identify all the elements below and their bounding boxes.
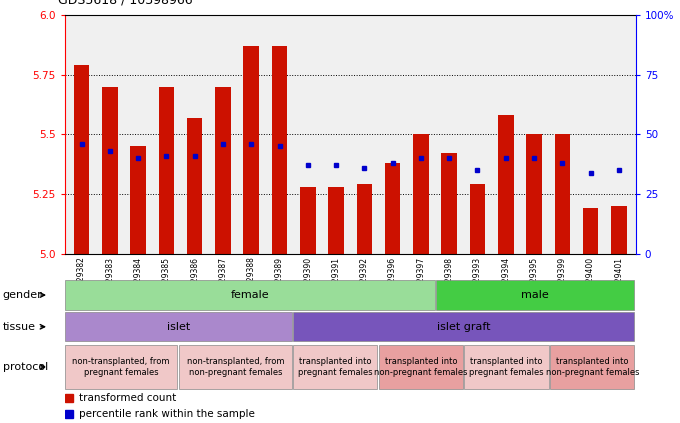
Bar xyxy=(470,184,486,254)
Text: percentile rank within the sample: percentile rank within the sample xyxy=(79,409,255,419)
Text: non-transplanted, from
non-pregnant females: non-transplanted, from non-pregnant fema… xyxy=(186,357,284,376)
Text: transformed count: transformed count xyxy=(79,393,176,403)
Bar xyxy=(441,154,457,254)
Text: non-transplanted, from
pregnant females: non-transplanted, from pregnant females xyxy=(72,357,170,376)
Bar xyxy=(215,87,231,254)
Text: gender: gender xyxy=(3,290,42,300)
Text: female: female xyxy=(231,290,269,300)
Bar xyxy=(65,312,292,341)
Bar xyxy=(293,345,377,389)
Bar xyxy=(243,46,259,254)
Bar xyxy=(131,146,146,254)
Bar xyxy=(356,184,372,254)
Bar xyxy=(550,345,634,389)
Bar xyxy=(413,135,428,254)
Bar xyxy=(385,163,401,254)
Text: transplanted into
non-pregnant females: transplanted into non-pregnant females xyxy=(374,357,468,376)
Bar xyxy=(300,187,316,254)
Bar xyxy=(65,345,177,389)
Text: islet graft: islet graft xyxy=(437,322,490,332)
Bar xyxy=(583,209,598,254)
Bar xyxy=(464,345,549,389)
Bar xyxy=(65,280,435,310)
Text: GDS5618 / 10398966: GDS5618 / 10398966 xyxy=(58,0,192,6)
Bar xyxy=(74,65,89,254)
Bar xyxy=(436,280,634,310)
Bar xyxy=(293,312,634,341)
Bar xyxy=(379,345,463,389)
Bar xyxy=(187,118,203,254)
Text: male: male xyxy=(522,290,549,300)
Bar xyxy=(611,206,626,254)
Text: protocol: protocol xyxy=(3,362,48,372)
Bar xyxy=(498,115,513,254)
Text: islet: islet xyxy=(167,322,190,332)
Bar xyxy=(526,135,542,254)
Bar xyxy=(158,87,174,254)
Bar xyxy=(179,345,292,389)
Bar xyxy=(328,187,344,254)
Text: transplanted into
pregnant females: transplanted into pregnant females xyxy=(469,357,544,376)
Bar xyxy=(554,135,570,254)
Text: transplanted into
non-pregnant females: transplanted into non-pregnant females xyxy=(545,357,639,376)
Bar xyxy=(272,46,287,254)
Bar xyxy=(102,87,118,254)
Text: tissue: tissue xyxy=(3,322,36,332)
Text: transplanted into
pregnant females: transplanted into pregnant females xyxy=(298,357,373,376)
